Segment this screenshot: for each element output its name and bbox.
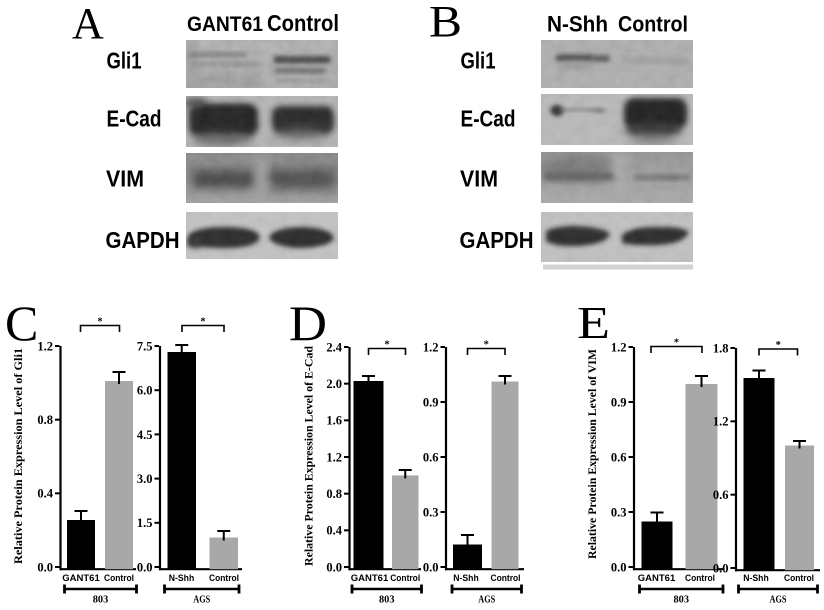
svg-text:0.4: 0.4	[37, 487, 53, 501]
svg-text:E: E	[577, 298, 610, 348]
svg-text:E-Cad: E-Cad	[107, 105, 162, 131]
svg-text:GAPDH: GAPDH	[460, 227, 534, 253]
svg-text:1.2: 1.2	[423, 340, 439, 354]
svg-text:GANT61: GANT61	[62, 573, 100, 584]
svg-text:0.0: 0.0	[611, 560, 627, 574]
svg-text:C: C	[5, 295, 38, 351]
svg-text:0.6: 0.6	[713, 488, 729, 502]
svg-text:0.9: 0.9	[611, 395, 627, 409]
svg-text:1.5: 1.5	[137, 516, 153, 530]
svg-text:AGS: AGS	[770, 594, 787, 605]
svg-text:N-Shh: N-Shh	[453, 573, 479, 584]
svg-text:Control: Control	[209, 573, 239, 584]
svg-text:Control: Control	[784, 573, 814, 584]
svg-text:Control: Control	[685, 573, 715, 584]
svg-text:7.5: 7.5	[137, 339, 153, 353]
svg-text:2.0: 2.0	[326, 377, 342, 391]
svg-text:AGS: AGS	[478, 594, 495, 605]
svg-text:0.0: 0.0	[137, 560, 153, 574]
svg-text:1.2: 1.2	[37, 339, 53, 353]
svg-text:0.8: 0.8	[37, 413, 53, 427]
svg-text:*: *	[200, 317, 205, 328]
svg-text:Control: Control	[104, 573, 134, 584]
svg-text:3.0: 3.0	[137, 472, 153, 486]
svg-text:1.2: 1.2	[611, 340, 627, 354]
svg-text:1.8: 1.8	[713, 341, 729, 355]
svg-text:803: 803	[674, 594, 690, 605]
svg-text:Gli1: Gli1	[107, 48, 142, 74]
svg-text:0.0: 0.0	[37, 560, 53, 574]
svg-text:1.6: 1.6	[326, 414, 342, 428]
svg-text:0.3: 0.3	[423, 505, 439, 519]
svg-text:0.4: 0.4	[326, 524, 342, 538]
svg-text:*: *	[384, 340, 389, 351]
svg-text:0.0: 0.0	[713, 561, 729, 575]
svg-text:Relative Protein Expression L: Relative Protein Expression Level of E-C…	[304, 345, 316, 566]
svg-text:*: *	[674, 338, 679, 349]
svg-text:0.0: 0.0	[326, 560, 342, 574]
svg-text:1.2: 1.2	[326, 450, 342, 464]
svg-text:*: *	[97, 317, 102, 328]
svg-text:Control: Control	[491, 573, 521, 584]
svg-text:GANT61: GANT61	[187, 13, 263, 36]
svg-text:6.0: 6.0	[137, 384, 153, 398]
svg-text:GAPDH: GAPDH	[106, 227, 180, 253]
svg-text:0.8: 0.8	[326, 487, 342, 501]
svg-text:Gli1: Gli1	[461, 48, 496, 74]
svg-text:Control: Control	[390, 573, 420, 584]
svg-text:E-Cad: E-Cad	[461, 105, 516, 131]
svg-text:Relative Protein Expression L: Relative Protein Expression Level of VIM	[587, 349, 599, 559]
svg-text:803: 803	[379, 594, 395, 605]
svg-text:B: B	[429, 0, 462, 46]
svg-text:A: A	[72, 0, 104, 48]
svg-text:803: 803	[93, 594, 109, 605]
svg-text:Relative Protein Expression L: Relative Protein Expression Level of Gli…	[13, 348, 25, 564]
svg-text:Control: Control	[267, 10, 339, 36]
svg-text:N-Shh: N-Shh	[169, 573, 195, 584]
svg-text:0.6: 0.6	[611, 450, 627, 464]
svg-text:AGS: AGS	[193, 594, 210, 605]
svg-text:VIM: VIM	[106, 166, 144, 192]
svg-text:*: *	[484, 340, 489, 351]
svg-text:GANT61: GANT61	[638, 573, 676, 584]
svg-text:2.4: 2.4	[326, 340, 342, 354]
svg-text:N-Shh: N-Shh	[547, 12, 608, 37]
svg-text:0.3: 0.3	[611, 505, 627, 519]
svg-text:1.2: 1.2	[713, 415, 729, 429]
svg-text:VIM: VIM	[460, 166, 498, 192]
svg-text:4.5: 4.5	[137, 428, 153, 442]
svg-text:Control: Control	[618, 12, 688, 37]
svg-text:0.9: 0.9	[423, 395, 439, 409]
svg-text:*: *	[776, 340, 781, 351]
svg-text:0.0: 0.0	[423, 560, 439, 574]
svg-text:D: D	[289, 295, 327, 351]
svg-text:GANT61: GANT61	[351, 573, 389, 584]
svg-text:0.6: 0.6	[423, 450, 439, 464]
svg-text:N-Shh: N-Shh	[743, 573, 769, 584]
